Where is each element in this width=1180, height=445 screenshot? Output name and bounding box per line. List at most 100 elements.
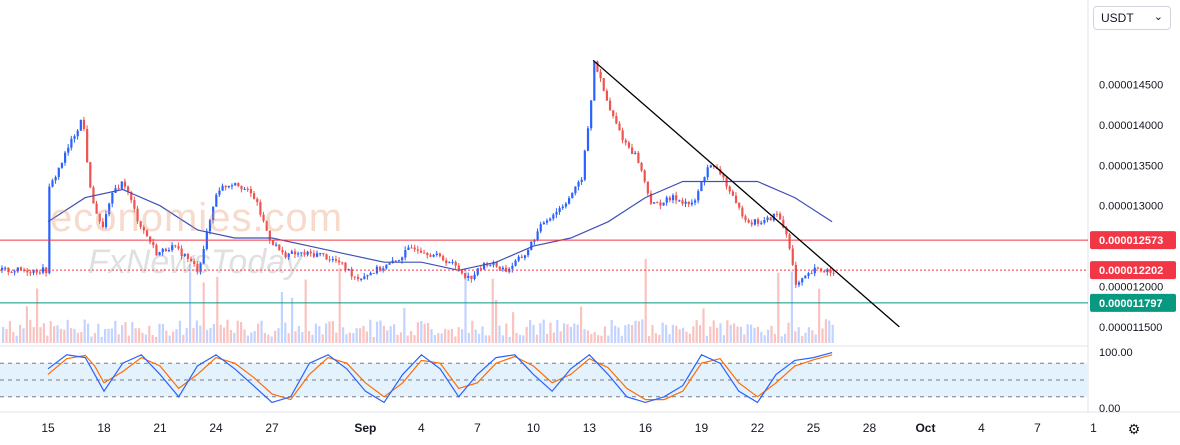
candle-body xyxy=(662,202,665,206)
volume-bar xyxy=(423,323,426,343)
candle-body xyxy=(810,273,813,275)
volume-bar xyxy=(668,334,671,343)
volume-bar xyxy=(321,334,324,343)
volume-bar xyxy=(739,326,742,343)
volume-bar xyxy=(746,324,749,343)
candle-body xyxy=(653,202,656,204)
volume-bar xyxy=(348,332,351,343)
candle-body xyxy=(139,221,142,228)
price-tick-label: 0.000014000 xyxy=(1099,120,1163,132)
candle-body xyxy=(117,188,120,190)
volume-bar xyxy=(352,333,355,343)
volume-bar xyxy=(729,324,732,343)
volume-bar xyxy=(644,258,647,343)
time-tick-label: 15 xyxy=(41,421,55,435)
volume-bar xyxy=(175,329,178,343)
candle-body xyxy=(536,231,539,241)
candle-body xyxy=(684,201,687,204)
candle-body xyxy=(539,224,542,232)
candle-body xyxy=(10,272,13,274)
time-tick-label: 25 xyxy=(807,421,821,435)
candle-body xyxy=(89,162,92,188)
volume-bar xyxy=(270,336,273,343)
candle-body xyxy=(552,214,555,219)
candle-body xyxy=(164,248,167,252)
volume-bar xyxy=(294,331,297,343)
volume-bar xyxy=(331,321,334,343)
volume-bar xyxy=(661,322,664,343)
volume-bar xyxy=(5,329,8,343)
volume-bar xyxy=(750,324,753,343)
candle-body xyxy=(54,177,57,181)
candle-body xyxy=(656,202,659,204)
volume-bar xyxy=(195,320,198,343)
volume-bar xyxy=(784,333,787,343)
volume-bar xyxy=(467,332,470,343)
candle-body xyxy=(646,181,649,194)
volume-bar xyxy=(658,334,661,343)
volume-bar xyxy=(138,328,141,343)
candle-body xyxy=(782,219,785,228)
volume-bar xyxy=(229,329,232,343)
candle-body xyxy=(303,252,306,255)
volume-bar xyxy=(202,282,205,343)
candle-body xyxy=(16,267,19,272)
level-label-current: 0.000012202 xyxy=(1099,265,1163,277)
volume-bar xyxy=(678,329,681,343)
volume-bar xyxy=(386,330,389,343)
volume-bar xyxy=(763,335,766,343)
gear-icon[interactable]: ⚙ xyxy=(1127,421,1141,437)
volume-bar xyxy=(32,327,35,343)
volume-bar xyxy=(260,320,263,343)
volume-bar xyxy=(801,336,804,343)
candle-body xyxy=(558,208,561,212)
volume-bar xyxy=(614,325,617,343)
oscillator-tick-label: 0.00 xyxy=(1099,403,1120,415)
candle-body xyxy=(347,268,350,270)
volume-bar xyxy=(756,326,759,343)
currency-selector[interactable]: USDT ⌄ xyxy=(1093,6,1171,30)
candle-body xyxy=(627,142,631,148)
candle-body xyxy=(271,240,275,245)
candle-body xyxy=(791,248,794,265)
candle-body xyxy=(501,267,505,270)
volume-bar xyxy=(821,328,824,343)
volume-bar xyxy=(158,323,161,343)
volume-bar xyxy=(471,320,474,343)
volume-bar xyxy=(148,325,151,343)
volume-bar xyxy=(705,335,708,343)
candle-body xyxy=(690,202,694,205)
candle-body xyxy=(457,265,460,271)
candle-body xyxy=(668,197,671,201)
volume-bar xyxy=(794,331,797,343)
candle-body xyxy=(13,271,16,273)
price-tick-label: 0.000012000 xyxy=(1099,281,1163,293)
volume-bar xyxy=(484,335,487,343)
volume-bar xyxy=(719,323,722,343)
candle-body xyxy=(136,208,139,222)
volume-bar xyxy=(280,291,283,343)
time-tick-label: 16 xyxy=(639,421,653,435)
volume-bar xyxy=(107,328,110,343)
volume-bar xyxy=(372,336,375,343)
volume-bar xyxy=(172,331,175,343)
volume-bar xyxy=(610,319,613,343)
volume-bar xyxy=(19,324,22,343)
volume-bar xyxy=(692,326,695,343)
volume-bar xyxy=(709,326,712,343)
volume-bar xyxy=(416,322,419,343)
candle-body xyxy=(111,192,114,204)
candle-body xyxy=(479,268,482,270)
volume-bar xyxy=(583,329,586,343)
volume-bar xyxy=(355,328,358,343)
candle-body xyxy=(177,246,180,249)
candle-body xyxy=(426,252,429,256)
volume-bar xyxy=(365,331,368,343)
candle-body xyxy=(86,128,89,163)
candle-body xyxy=(643,170,646,182)
volume-bar xyxy=(161,324,164,343)
volume-bar xyxy=(563,323,566,343)
volume-bar xyxy=(607,335,610,343)
volume-bar xyxy=(627,324,630,343)
